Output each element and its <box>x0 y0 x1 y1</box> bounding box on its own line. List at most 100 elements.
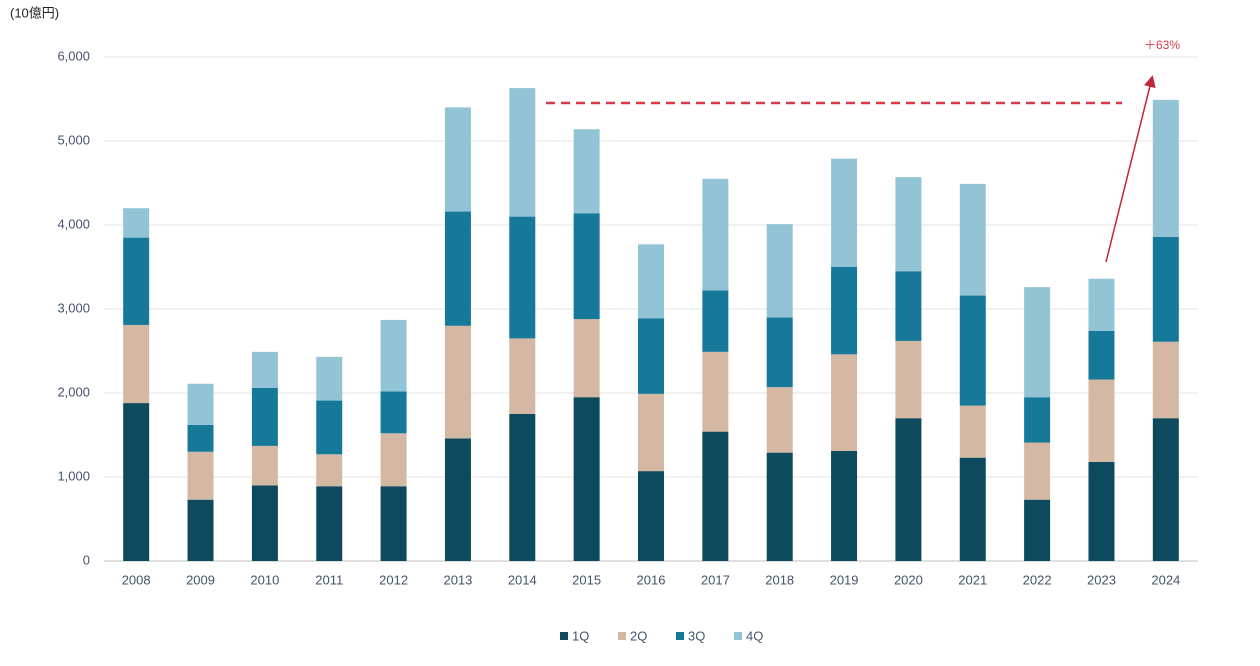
x-tick-label: 2010 <box>250 572 279 587</box>
bar-segment <box>251 387 278 446</box>
bar-segment <box>1088 379 1115 462</box>
bar-segment <box>444 438 471 561</box>
y-tick-label: 0 <box>83 552 90 567</box>
legend-swatch <box>676 632 684 640</box>
legend-label: 4Q <box>746 628 763 643</box>
bar-segment <box>380 433 407 487</box>
bar-segment <box>702 431 729 561</box>
bar-segment <box>1024 287 1051 398</box>
bar-segment <box>702 290 729 352</box>
bar-segment <box>123 208 150 238</box>
bar-segment <box>316 356 343 401</box>
x-tick-label: 2013 <box>443 572 472 587</box>
bar-segment <box>1152 341 1179 419</box>
bar-segment <box>1088 330 1115 380</box>
bar-segment <box>766 387 793 453</box>
bar-segment <box>831 267 858 355</box>
bar-segment <box>187 451 214 500</box>
bar-segment <box>1088 278 1115 331</box>
bar-segment <box>573 319 600 398</box>
bar-segment <box>123 237 150 325</box>
bar-segment <box>959 405 986 458</box>
x-tick-label: 2015 <box>572 572 601 587</box>
bar-segment <box>702 351 729 432</box>
legend-swatch <box>618 632 626 640</box>
bar-segment <box>444 211 471 326</box>
bar-segment <box>1024 442 1051 500</box>
x-tick-label: 2024 <box>1151 572 1180 587</box>
bar-segment <box>959 457 986 561</box>
legend-label: 2Q <box>630 628 647 643</box>
y-tick-label: 6,000 <box>57 48 90 63</box>
bar-segment <box>895 340 922 419</box>
x-tick-label: 2016 <box>637 572 666 587</box>
bar-segment <box>895 418 922 561</box>
y-tick-label: 5,000 <box>57 132 90 147</box>
bar-segment <box>444 325 471 439</box>
bar-segment <box>509 216 536 339</box>
bar-segment <box>380 319 407 392</box>
bar-segment <box>638 318 664 394</box>
bar-segment <box>831 158 858 267</box>
bar-segment <box>831 450 858 561</box>
annotation: ＋63% <box>1144 38 1180 52</box>
bar-segment <box>959 295 986 406</box>
bar-segment <box>766 317 793 388</box>
bar-segment <box>638 471 664 561</box>
bar-segment <box>187 499 214 561</box>
bar-segment <box>316 486 343 561</box>
bar-segment <box>1152 236 1179 342</box>
bar-segment <box>509 338 536 414</box>
x-tick-label: 2009 <box>186 572 215 587</box>
growth-arrow <box>1105 75 1156 263</box>
bar-segment <box>895 177 922 272</box>
bar-segment <box>959 183 986 296</box>
x-tick-label: 2021 <box>958 572 987 587</box>
bar-segment <box>766 452 793 561</box>
y-tick-label: 1,000 <box>57 468 90 483</box>
x-tick-label: 2022 <box>1023 572 1052 587</box>
bar-segment <box>895 271 922 341</box>
bar-segment <box>1088 461 1115 561</box>
bar-segment <box>251 485 278 561</box>
bar-segment <box>766 224 793 318</box>
x-tick-label: 2014 <box>508 572 537 587</box>
bar-segment <box>316 400 343 455</box>
bar-segment <box>638 244 664 319</box>
x-tick-label: 2012 <box>379 572 408 587</box>
legend-swatch <box>560 632 568 640</box>
y-axis-label: (10億円) <box>10 5 59 20</box>
bar-segment <box>380 391 407 434</box>
x-tick-label: 2020 <box>894 572 923 587</box>
bar-segment <box>509 88 536 217</box>
bar-segment <box>444 107 471 212</box>
y-tick-label: 3,000 <box>57 300 90 315</box>
legend-label: 3Q <box>688 628 705 643</box>
bar-segment <box>380 486 407 561</box>
x-tick-label: 2017 <box>701 572 730 587</box>
bar-segment <box>187 383 214 425</box>
x-tick-label: 2018 <box>765 572 794 587</box>
bar-segment <box>831 354 858 451</box>
bar-segment <box>1024 499 1051 561</box>
y-tick-label: 4,000 <box>57 216 90 231</box>
bar-segment <box>1152 99 1179 237</box>
bar-segment <box>123 324 150 404</box>
bar-segment <box>702 178 729 291</box>
bar-segment <box>316 454 343 487</box>
y-tick-label: 2,000 <box>57 384 90 399</box>
bar-segment <box>509 414 536 561</box>
bar-segment <box>251 351 278 388</box>
bar-segment <box>573 213 600 320</box>
bar-segment <box>123 403 150 561</box>
bar-segment <box>1024 397 1051 443</box>
x-tick-label: 2008 <box>122 572 151 587</box>
bar-segment <box>251 445 278 486</box>
x-tick-label: 2019 <box>830 572 859 587</box>
bar-segment <box>638 393 664 472</box>
legend-swatch <box>734 632 742 640</box>
bar-segment <box>187 424 214 452</box>
x-tick-label: 2011 <box>315 572 343 587</box>
x-tick-label: 2023 <box>1087 572 1116 587</box>
